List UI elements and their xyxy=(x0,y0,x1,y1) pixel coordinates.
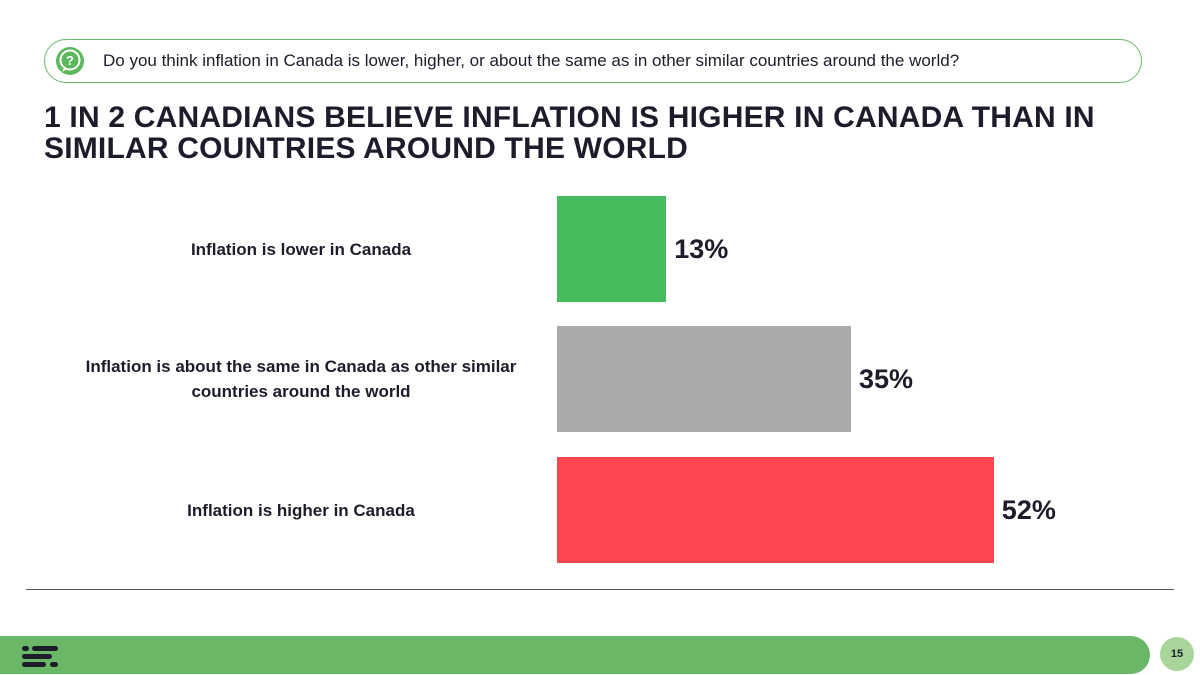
question-box: ? Do you think inflation in Canada is lo… xyxy=(44,39,1142,83)
logo-icon xyxy=(22,646,58,667)
category-label-same: Inflation is about the same in Canada as… xyxy=(85,357,517,401)
footer-bar xyxy=(0,636,1150,674)
question-bubble-icon: ? xyxy=(56,47,84,75)
value-label-higher: 52% xyxy=(1001,495,1056,525)
page-number: 15 xyxy=(1160,637,1194,671)
bar-higher xyxy=(557,457,994,563)
svg-text:?: ? xyxy=(66,53,74,68)
value-label-same: 35% xyxy=(859,364,914,394)
value-label-lower: 13% xyxy=(674,234,729,264)
bar-chart: Inflation is lower in Canada 13% Inflation… xyxy=(85,196,1056,563)
bar-lower xyxy=(557,196,667,302)
page-title: 1 IN 2 CANADIANS BELIEVE INFLATION IS HI… xyxy=(44,101,1095,165)
category-label-higher: Inflation is higher in Canada xyxy=(187,500,415,520)
bar-same xyxy=(557,326,851,432)
divider xyxy=(26,589,1174,590)
category-label-lower: Inflation is lower in Canada xyxy=(190,239,412,259)
question-text: Do you think inflation in Canada is lowe… xyxy=(103,51,960,70)
